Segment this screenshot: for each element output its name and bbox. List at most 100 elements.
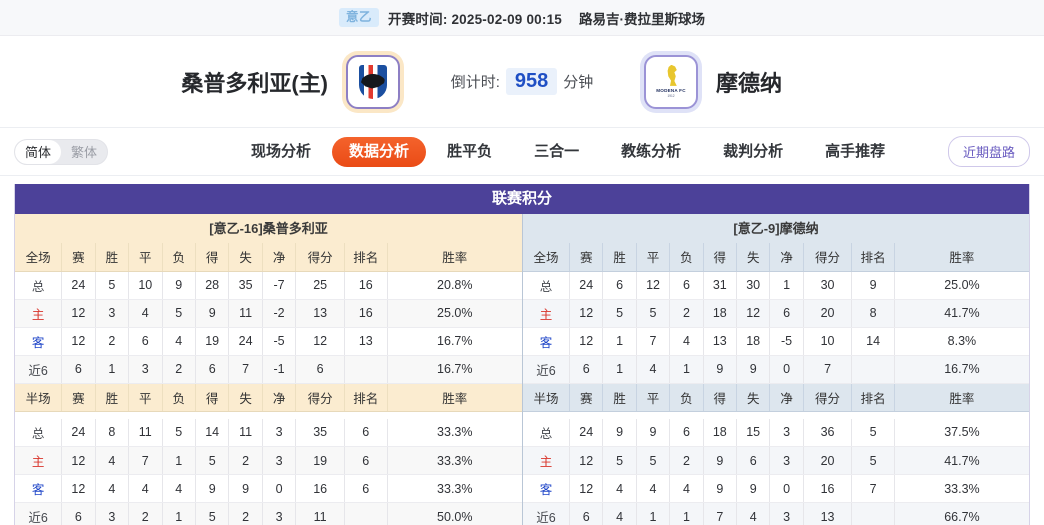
table-cell: 1 [602,355,637,384]
row-scope-label: 主 [523,446,571,475]
table-cell: 25 [295,271,345,300]
col-gd: 净 [262,383,297,412]
home-stats-side: 全场 赛 胜 平 负 得 失 净 得分 排名 胜率 总 24 5 10 9 28 35 -7 2… [15,243,522,525]
home-halftime-body: 总 24 8 11 5 14 11 3 35 6 33.3% 主 12 4 7 1 5 2 3 19 6 33.3% 客 12… [15,418,522,525]
table-cell: 2 [669,446,704,475]
right-team-header: [意乙-9]摩德纳 [522,214,1029,243]
col-gf: 得 [703,243,738,272]
col-scope: 全场 [15,243,63,272]
table-cell: 5 [195,446,230,475]
table-cell: 11 [228,299,263,328]
table-cell: 16 [344,299,388,328]
row-scope-label: 主 [523,299,571,328]
row-scope-label: 总 [523,418,571,447]
table-row: 近6 6 4 1 1 7 4 3 13 66.7% [523,502,1029,525]
row-scope-label: 近6 [523,502,571,525]
row-scope-label: 近6 [15,502,63,525]
table-cell: 3 [262,418,297,447]
table-cell: 16.7% [387,327,522,356]
table-cell: 8.3% [894,327,1029,356]
col-winrate: 胜率 [894,243,1029,272]
table-row: 总 24 8 11 5 14 11 3 35 6 33.3% [15,418,522,447]
left-team-header: [意乙-16]桑普多利亚 [15,214,522,243]
col-loss: 负 [669,243,704,272]
table-cell: 41.7% [894,299,1029,328]
table-cell: 3 [95,502,130,525]
tab-referee-analysis[interactable]: 裁判分析 [723,142,784,160]
table-header-row: 全场 赛 胜 平 负 得 失 净 得分 排名 胜率 [15,243,522,272]
table-cell: 20 [803,299,853,328]
table-cell: 5 [851,446,895,475]
table-cell: 18 [703,299,738,328]
table-cell: 30 [803,271,853,300]
table-cell: 12 [61,327,96,356]
recent-odds-button[interactable]: 近期盘路 [947,136,1030,167]
col-winrate: 胜率 [387,383,522,412]
home-fulltime-table: 全场 赛 胜 平 负 得 失 净 得分 排名 胜率 总 24 5 10 9 28 35 -7 2… [15,243,522,384]
table-cell: 4 [602,502,637,525]
table-row: 主 12 4 7 1 5 2 3 19 6 33.3% [15,446,522,475]
teams-header: 桑普多利亚(主) 倒计时: 958 分钟 MODENA FC 1912 摩德纳 [0,36,1044,128]
language-toggle[interactable]: 简体 繁体 [14,138,109,165]
table-cell: 24 [228,327,263,356]
sampdoria-crest-icon [346,54,400,109]
table-cell: 15 [736,418,771,447]
table-cell: 13 [344,327,388,356]
table-cell: 18 [736,327,771,356]
col-ga: 失 [228,243,263,272]
table-cell: 33.3% [387,418,522,447]
tab-coach-analysis[interactable]: 教练分析 [621,142,682,160]
table-cell: 7 [128,446,163,475]
table-cell: 6 [569,502,604,525]
table-cell: 9 [703,474,738,503]
col-gd: 净 [769,383,804,412]
table-cell: 9 [228,474,263,503]
lang-simplified-option[interactable]: 简体 [15,139,62,164]
away-stats-side: 全场 赛 胜 平 负 得 失 净 得分 排名 胜率 总 24 6 12 6 31 30 1 30… [522,243,1029,525]
table-cell: 19 [195,327,230,356]
countdown-block: 倒计时: 958 分钟 [400,68,644,95]
table-cell: 6 [61,355,96,384]
away-fulltime-table: 全场 赛 胜 平 负 得 失 净 得分 排名 胜率 总 24 6 12 6 31 30 1 30… [523,243,1029,384]
table-cell: 8 [851,299,895,328]
section-gap [523,411,1029,419]
league-badge: 意乙 [339,7,380,28]
modena-crest-icon: MODENA FC 1912 [644,54,698,109]
col-rank: 排名 [344,383,388,412]
tab-win-draw-loss[interactable]: 胜平负 [447,142,493,160]
table-cell: 2 [669,299,704,328]
table-cell: 6 [736,446,771,475]
tab-expert-picks[interactable]: 高手推荐 [825,142,886,160]
table-cell: 30 [736,271,771,300]
table-cell: 9 [703,446,738,475]
table-cell: 33.3% [387,474,522,503]
table-cell: 10 [803,327,853,356]
table-cell: 2 [128,502,163,525]
table-cell: 6 [569,355,604,384]
table-cell: 12 [569,446,604,475]
table-cell: 35 [295,418,345,447]
table-cell: 37.5% [894,418,1029,447]
table-row: 总 24 5 10 9 28 35 -7 25 16 20.8% [15,271,522,300]
table-cell: 5 [195,502,230,525]
tab-live-analysis[interactable]: 现场分析 [251,142,312,160]
table-cell: 4 [669,327,704,356]
col-gf: 得 [703,383,738,412]
lang-traditional-option[interactable]: 繁体 [71,145,98,160]
col-loss: 负 [162,243,196,272]
table-cell: 3 [262,502,297,525]
table-cell: 9 [195,299,230,328]
col-draw: 平 [636,383,671,412]
tab-data-analysis[interactable]: 数据分析 [332,136,427,167]
table-cell: 6 [195,355,230,384]
tab-three-in-one[interactable]: 三合一 [534,142,580,160]
table-row: 总 24 6 12 6 31 30 1 30 9 25.0% [523,271,1029,300]
table-cell: 9 [162,271,196,300]
row-scope-label: 总 [523,271,571,300]
table-cell: 0 [262,474,297,503]
col-ga: 失 [228,383,263,412]
home-team: 桑普多利亚(主) [70,54,400,109]
table-cell: 7 [803,355,853,384]
table-cell: 13 [803,502,853,525]
table-row: 客 12 1 7 4 13 18 -5 10 14 8.3% [523,327,1029,356]
